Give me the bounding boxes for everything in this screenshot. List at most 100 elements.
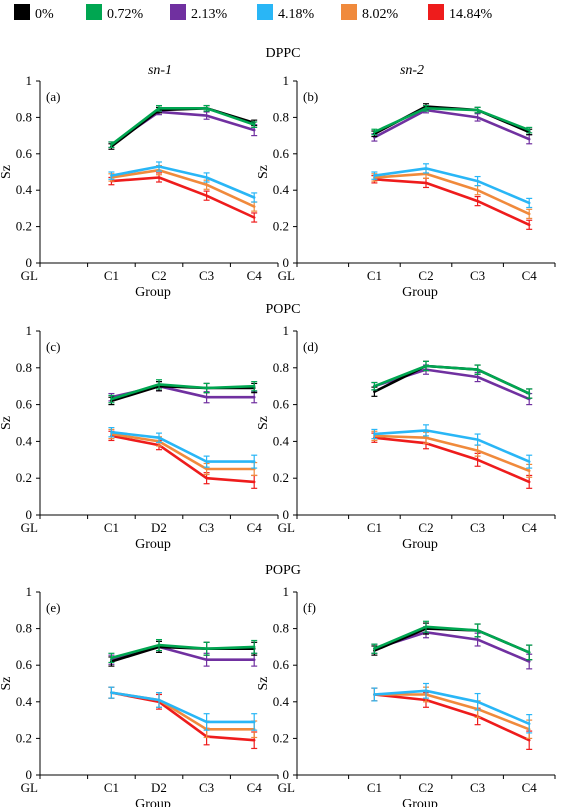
y-tick-label: 0.4	[16, 182, 33, 197]
legend-item: 0.72%	[86, 4, 144, 22]
series-line	[110, 643, 256, 660]
chart-panel: 0 0.2 0.4 0.6 0.8 1 GL C1 C2 C3 C4 Group Sz (a)	[0, 73, 279, 300]
series	[108, 686, 258, 731]
legend-label: 8.02%	[362, 7, 399, 22]
series-line	[110, 430, 256, 463]
chart-panel: 0 0.2 0.4 0.6 0.8 1 GL C1 D2 C3 C4 Group Sz (c)	[0, 323, 279, 552]
x-tick-label: C1	[104, 268, 119, 283]
x-tick-label: C2	[418, 268, 433, 283]
x-tick-label: C4	[247, 268, 263, 283]
x-tick-label: C3	[470, 268, 485, 283]
x-tick-label: GL	[278, 268, 295, 283]
y-tick-label: 1	[26, 323, 33, 338]
y-tick-label: 1	[26, 584, 33, 599]
series	[371, 620, 533, 661]
x-axis-label: Group	[402, 285, 438, 300]
series	[108, 430, 258, 489]
series-line	[373, 627, 531, 654]
series-line	[110, 107, 256, 146]
x-axis-label: Group	[135, 537, 171, 552]
series	[108, 427, 258, 469]
series	[371, 106, 533, 145]
y-tick-label: 0.6	[273, 657, 290, 672]
column-title-sn1-dppc: sn-1	[148, 63, 172, 78]
panel-label: (f)	[303, 600, 316, 615]
x-tick-label: C3	[199, 520, 214, 535]
y-tick-label: 0.6	[273, 146, 290, 161]
series-line	[373, 368, 531, 401]
series	[371, 432, 533, 489]
column-title-sn2-dppc: sn-2	[400, 63, 424, 78]
y-axis-label: Sz	[0, 416, 14, 430]
x-tick-label: GL	[278, 780, 295, 795]
series-line	[110, 691, 256, 742]
series-line	[373, 172, 531, 216]
x-tick-label: C1	[367, 780, 382, 795]
y-tick-label: 0	[26, 767, 33, 782]
y-tick-label: 0.4	[273, 182, 290, 197]
legend-item: 4.18%	[257, 4, 315, 22]
y-tick-label: 1	[26, 73, 33, 88]
y-axis-label: Sz	[0, 165, 14, 179]
legend-item: 0%	[14, 4, 54, 22]
x-tick-label: C2	[418, 780, 433, 795]
series-line	[373, 689, 531, 726]
series	[371, 175, 533, 230]
y-tick-label: 0.4	[273, 694, 290, 709]
y-axis-label: Sz	[256, 677, 271, 691]
legend-swatch	[86, 4, 102, 20]
series-line	[373, 429, 531, 463]
x-tick-label: C1	[104, 520, 119, 535]
y-tick-label: 0.4	[16, 694, 33, 709]
legend-label: 2.13%	[191, 7, 228, 22]
series	[108, 379, 258, 404]
x-tick-label: C2	[151, 268, 166, 283]
y-tick-label: 0	[283, 255, 290, 270]
legend-label: 0.72%	[107, 7, 144, 22]
y-tick-label: 0.8	[273, 621, 289, 636]
x-axis-label: Group	[402, 537, 438, 552]
y-tick-label: 0.8	[16, 360, 32, 375]
series	[371, 424, 533, 469]
x-tick-label: GL	[278, 520, 295, 535]
titles: DPPC sn-1 sn-2 POPC POPG	[148, 46, 424, 578]
legend-item: 8.02%	[341, 4, 399, 22]
series	[108, 104, 258, 149]
series	[108, 104, 258, 150]
series-line	[373, 693, 531, 742]
y-tick-label: 0.2	[273, 219, 289, 234]
series-line	[110, 383, 256, 401]
series-line	[373, 364, 531, 395]
series-line	[110, 434, 256, 484]
y-tick-label: 1	[283, 584, 290, 599]
y-axis-label: Sz	[256, 416, 271, 430]
y-axis-label: Sz	[256, 165, 271, 179]
x-tick-label: C2	[418, 520, 433, 535]
series-line	[373, 630, 531, 663]
y-tick-label: 0.6	[16, 397, 33, 412]
y-tick-label: 1	[283, 323, 290, 338]
y-axis-label: Sz	[0, 677, 14, 691]
series-line	[110, 176, 256, 219]
legend-swatch	[428, 4, 444, 20]
x-tick-label: C1	[104, 780, 119, 795]
x-tick-label: C4	[247, 780, 263, 795]
y-tick-label: 0	[26, 255, 33, 270]
y-tick-label: 0.2	[16, 219, 32, 234]
series-line	[373, 108, 531, 141]
series	[108, 161, 258, 203]
series	[371, 104, 533, 136]
series-line	[110, 432, 256, 471]
series-line	[373, 107, 531, 134]
y-tick-label: 0.8	[16, 109, 32, 124]
y-tick-label: 0.6	[16, 146, 33, 161]
series-line	[373, 625, 531, 654]
y-tick-label: 0.2	[16, 470, 32, 485]
x-tick-label: C1	[367, 268, 382, 283]
legend-swatch	[341, 4, 357, 20]
legend-swatch	[170, 4, 186, 20]
legend-swatch	[14, 4, 30, 20]
series	[371, 430, 533, 478]
group-title-popg: POPG	[265, 563, 301, 578]
